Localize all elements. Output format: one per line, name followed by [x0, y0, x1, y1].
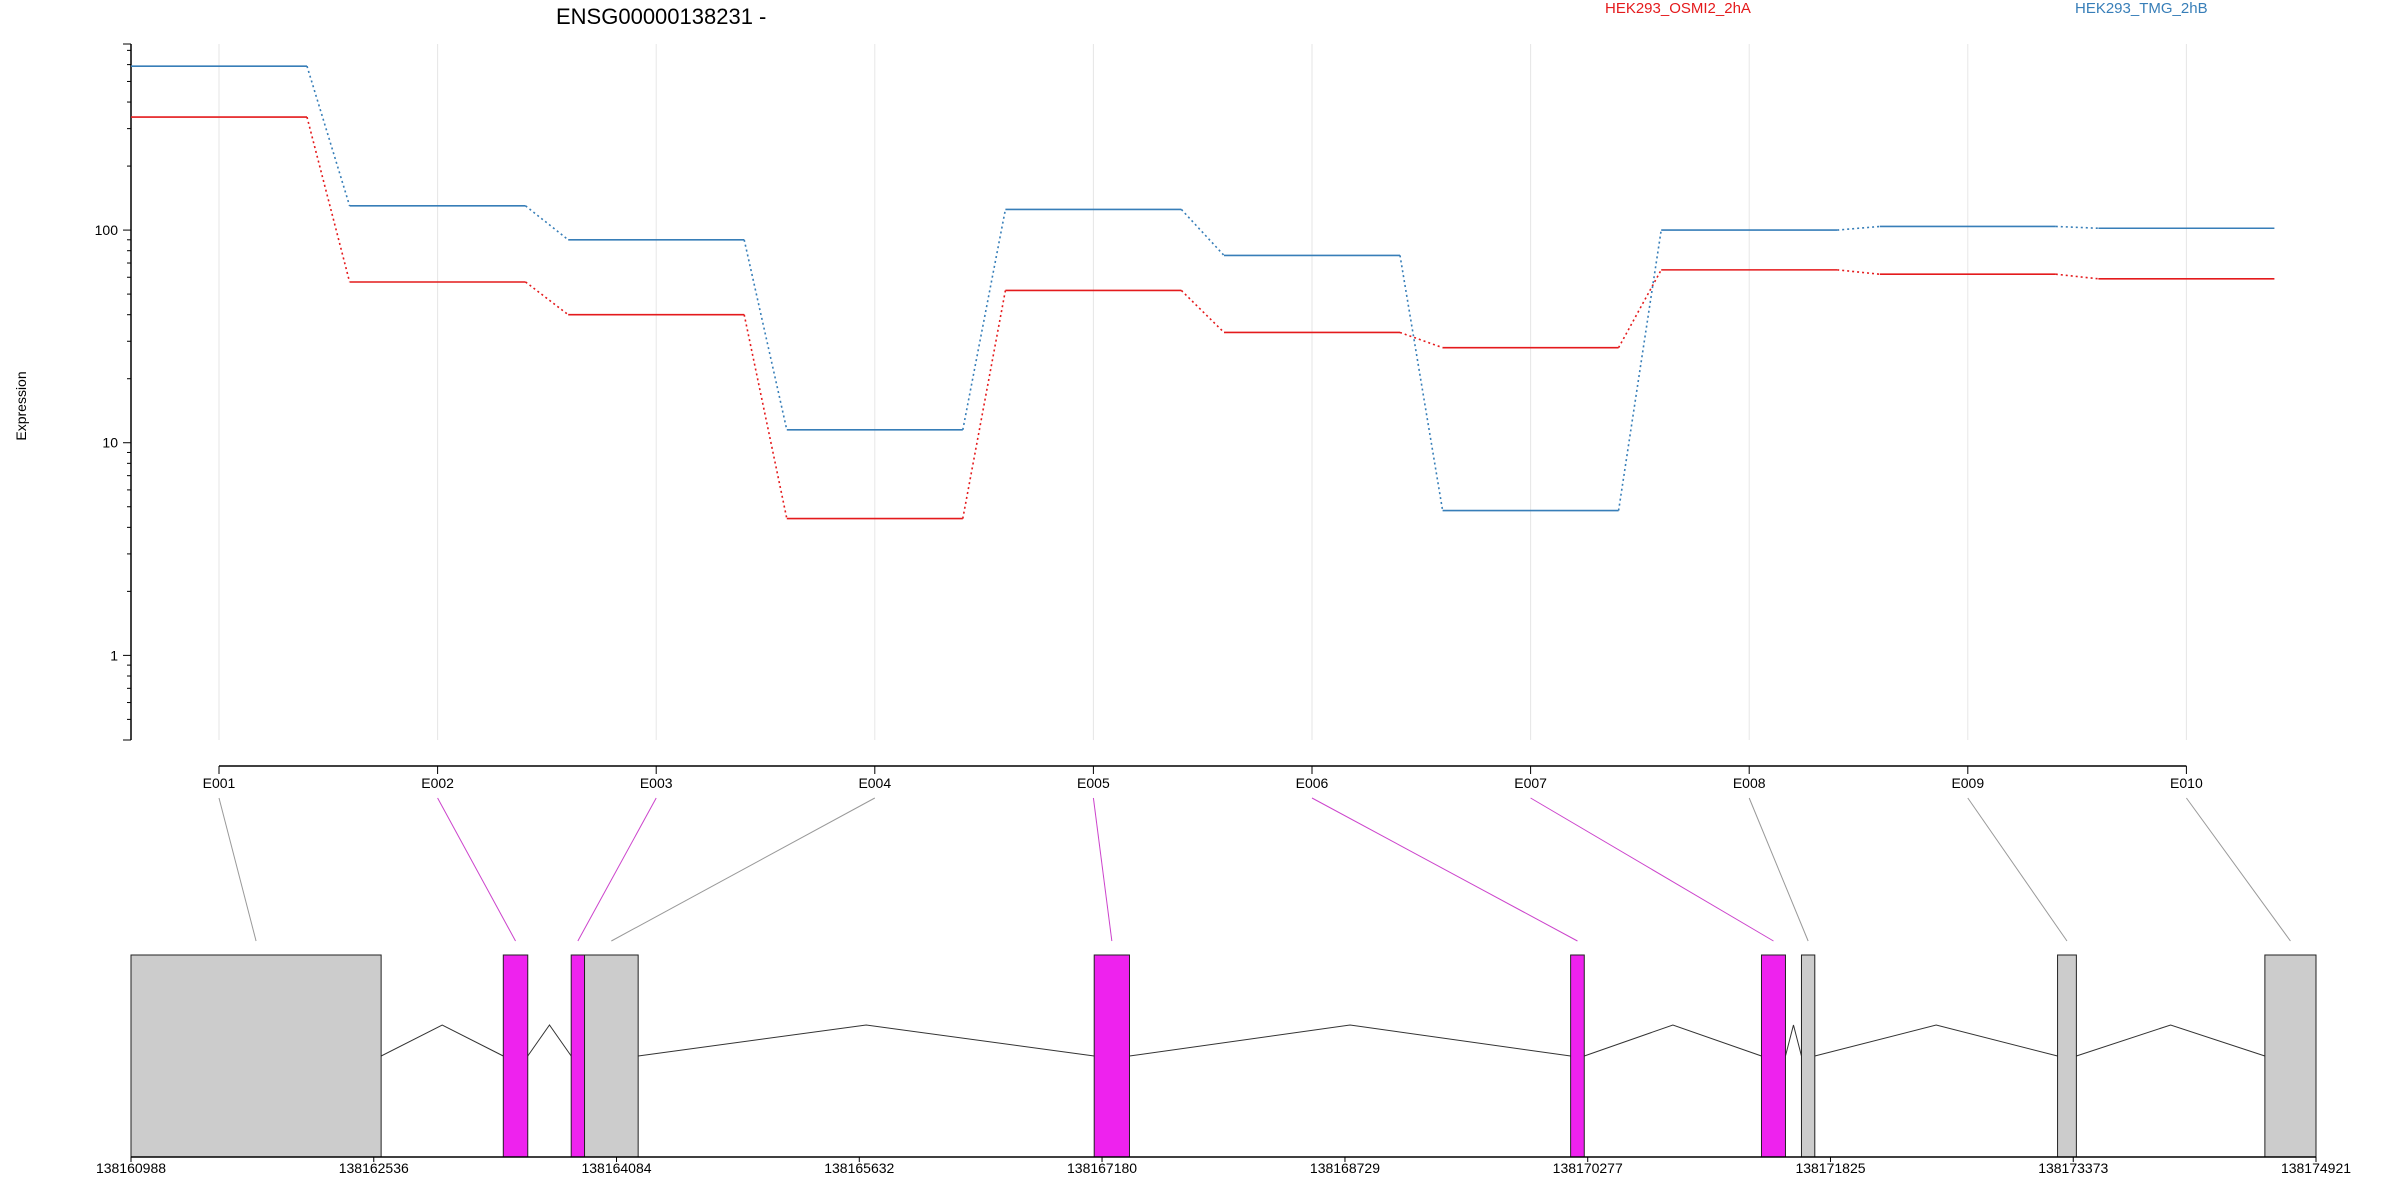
intron-line — [638, 1024, 1095, 1057]
intron-line — [1814, 1024, 2058, 1057]
coordinate-tick-label: 138173373 — [2038, 1160, 2108, 1176]
exon-box-E001 — [130, 954, 382, 1158]
exon-tick-label: E009 — [1951, 775, 1984, 791]
series-2-connector — [1837, 225, 1880, 231]
exon-box-E008 — [1800, 954, 1816, 1158]
coordinate-tick-label: 138171825 — [1795, 1160, 1865, 1176]
series-1-connector — [1399, 331, 1443, 349]
series-2-connector — [1180, 208, 1225, 256]
exon-connector-E009 — [1967, 797, 2068, 942]
series-1-connector — [1180, 289, 1225, 334]
legend-series-2: HEK293_TMG_2hB — [2075, 0, 2208, 17]
legend-series-1: HEK293_OSMI2_2hA — [1605, 0, 1751, 17]
exon-tick-label: E004 — [858, 775, 891, 791]
series-1-connector — [2055, 273, 2099, 280]
coordinate-tick-label: 138160988 — [96, 1160, 166, 1176]
intron-line — [1584, 1024, 1762, 1057]
intron-line — [1784, 1024, 1802, 1057]
series-lines — [131, 65, 2275, 520]
series-1-connector — [525, 281, 569, 316]
series-1-connector — [962, 290, 1007, 519]
intron-line — [2076, 1024, 2266, 1057]
y-tick-label: 1 — [110, 647, 118, 663]
exon-connector-E010 — [2185, 797, 2291, 942]
genome-coordinate-axis: 138160988 138162536 138164084 138165632 1381… — [96, 1156, 2351, 1176]
series-2-connector — [1617, 229, 1662, 511]
exon-connector-E005 — [1092, 797, 1113, 942]
coordinate-tick-label: 138164084 — [581, 1160, 651, 1176]
series-1-connector — [1617, 269, 1662, 349]
exon-box-E007 — [1760, 954, 1786, 1158]
exon-tick-label: E007 — [1514, 775, 1547, 791]
exon-tick-label: E005 — [1077, 775, 1110, 791]
exon-tick-label: E001 — [203, 775, 236, 791]
exon-tick-label: E010 — [2170, 775, 2203, 791]
intron-line — [1129, 1024, 1571, 1057]
coordinate-tick-label: 138162536 — [339, 1160, 409, 1176]
series-1-connector — [743, 314, 788, 519]
exon-box-E009 — [2057, 954, 2077, 1158]
y-axis: 1 10 100 — [95, 43, 132, 741]
exon-box-E005 — [1093, 954, 1130, 1158]
y-axis-label: Expression — [13, 371, 29, 440]
exon-connector-E002 — [437, 797, 516, 942]
exon-tick-label: E006 — [1296, 775, 1329, 791]
intron-line — [527, 1024, 572, 1057]
exon-box-E003 — [570, 954, 586, 1158]
series-2-connector — [1399, 255, 1444, 511]
series-2-connector — [306, 65, 351, 207]
exon-tick-label: E008 — [1733, 775, 1766, 791]
exon-box-E004 — [584, 954, 639, 1158]
chart-title: ENSG00000138231 - — [556, 4, 766, 29]
exon-tick-label: E002 — [421, 775, 454, 791]
intron-line — [380, 1024, 504, 1057]
series-1-connector — [306, 116, 351, 283]
exon-connector-E007 — [1530, 797, 1774, 942]
coordinate-tick-label: 138170277 — [1553, 1160, 1623, 1176]
exon-connector-E001 — [218, 797, 257, 942]
coordinate-tick-label: 138167180 — [1067, 1160, 1137, 1176]
gridlines — [218, 44, 2187, 740]
y-tick-label: 10 — [102, 435, 118, 451]
exon-connector-E006 — [1311, 797, 1578, 942]
exon-connector-E008 — [1748, 797, 1809, 942]
gene-model — [130, 954, 2317, 1158]
exon-box-E010 — [2264, 954, 2317, 1158]
series-2-connector — [962, 209, 1007, 430]
exon-box-E006 — [1570, 954, 1585, 1158]
exon-connectors — [218, 797, 2291, 942]
exon-connector-E003 — [577, 797, 657, 942]
series-1-connector — [1837, 269, 1880, 276]
exon-connector-E004 — [611, 797, 876, 942]
coordinate-tick-label: 138168729 — [1310, 1160, 1380, 1176]
coordinate-tick-label: 138174921 — [2281, 1160, 2351, 1176]
series-2-connector — [2055, 225, 2099, 230]
series-2-connector — [525, 205, 569, 241]
exon-tick-label: E003 — [640, 775, 673, 791]
exon-box-E002 — [502, 954, 529, 1158]
coordinate-tick-label: 138165632 — [824, 1160, 894, 1176]
series-2-connector — [743, 239, 788, 430]
exon-axis: E001 E002 E003 E004 E005 E006 E007 E008 E009 E010 — [203, 765, 2203, 791]
y-tick-label: 100 — [95, 222, 119, 238]
